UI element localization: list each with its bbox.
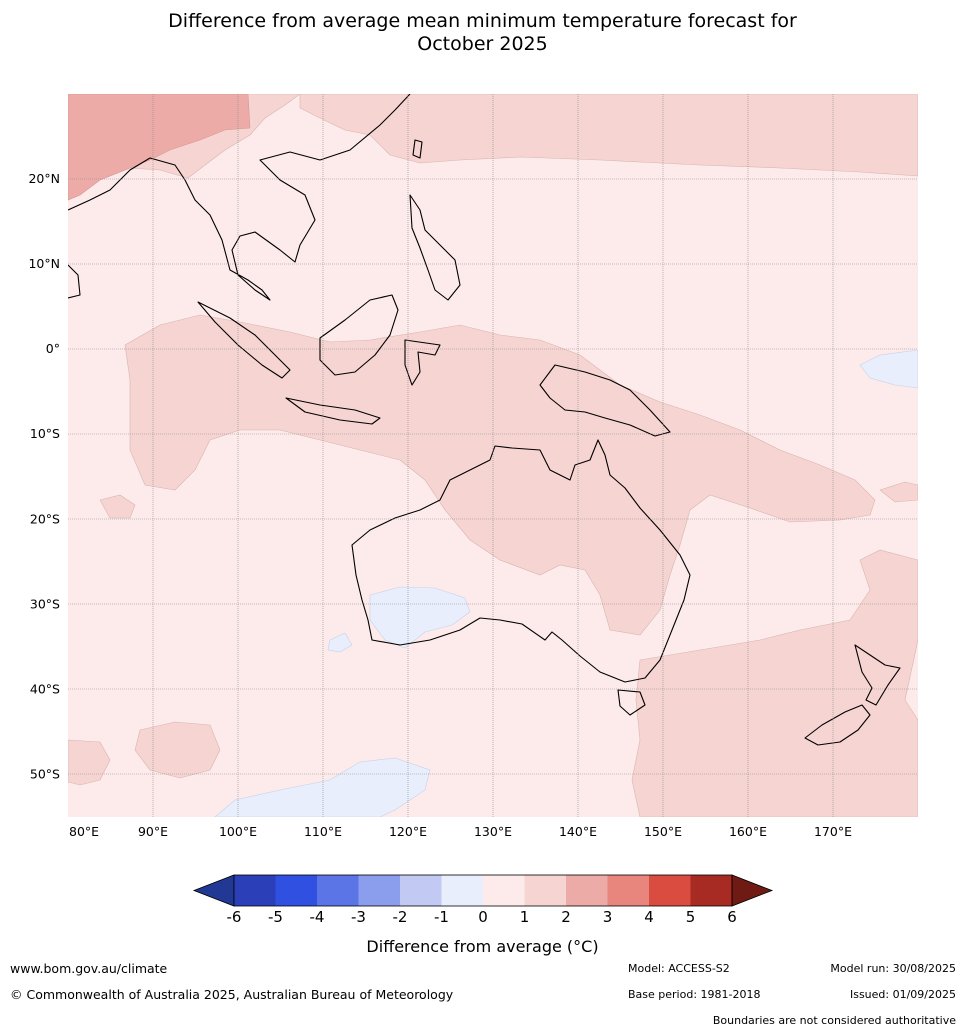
lat-tick-label: 50°S — [30, 766, 60, 781]
forecast-map: 20°N 10°N 0° 10°S 20°S 30°S 40°S 50°S 80°E 90°E 1… — [28, 94, 918, 839]
colorbar-tick-label: 1 — [520, 908, 530, 926]
anomaly-region-southeast — [631, 549, 918, 817]
colorbar-tick-label: 5 — [686, 908, 696, 926]
colorbar-tick-label: 2 — [561, 908, 571, 926]
tasmania-coast — [617, 689, 646, 716]
asia-mainland-coast — [68, 94, 411, 301]
colorbar-segment — [441, 875, 483, 906]
anomaly-region-pacific-blue — [859, 349, 918, 389]
lat-tick-label: 10°N — [28, 256, 60, 271]
colorbar-tick-label: 6 — [727, 908, 737, 926]
colorbar-tick-label: 3 — [603, 908, 613, 926]
lon-tick-label: 170°E — [814, 824, 852, 839]
issued-date: Issued: 01/09/2025 — [849, 988, 956, 1001]
boundary-disclaimer: Boundaries are not considered authoritat… — [712, 1014, 956, 1027]
lon-tick-label: 120°E — [389, 824, 427, 839]
base-period: Base period: 1981-2018 — [628, 988, 761, 1001]
lon-tick-label: 80°E — [69, 824, 99, 839]
lon-tick-label: 100°E — [219, 824, 257, 839]
colorbar-tick-label: -2 — [393, 908, 408, 926]
anomaly-region-indian-small — [99, 494, 136, 519]
colorbar-segment — [483, 875, 525, 906]
colorbar-segment — [524, 875, 566, 906]
lat-tick-label: 10°S — [30, 426, 60, 441]
title-line-1: Difference from average mean minimum tem… — [168, 10, 797, 32]
colorbar-segment — [566, 875, 608, 906]
australia-coast — [351, 439, 691, 683]
anomaly-region-southern-ocean — [214, 757, 431, 817]
colorbar-segment — [690, 875, 732, 906]
colorbar-extend-low — [192, 874, 235, 907]
sulawesi-coast — [404, 339, 441, 386]
lat-tick-label: 20°S — [30, 511, 60, 526]
lon-tick-label: 160°E — [729, 824, 767, 839]
lat-tick-label: 20°N — [28, 171, 60, 186]
colorbar-tick-label: -1 — [434, 908, 449, 926]
colorbar-tick-label: -6 — [227, 908, 242, 926]
borneo-coast — [319, 294, 399, 376]
lon-tick-label: 130°E — [474, 824, 512, 839]
anomaly-region-east-small — [879, 481, 918, 503]
map-title: Difference from average mean minimum tem… — [0, 10, 965, 56]
colorbar-segment — [234, 875, 276, 906]
anomaly-region-small-blue — [327, 632, 353, 653]
lon-tick-label: 110°E — [304, 824, 342, 839]
colorbar-tick-label: 0 — [478, 908, 488, 926]
java-coast — [285, 397, 381, 425]
copyright-text: © Commonwealth of Australia 2025, Austra… — [10, 987, 454, 1002]
new-zealand-north-coast — [854, 644, 901, 706]
anomaly-2-3-region — [68, 94, 251, 201]
colorbar: -6 -5 -4 -3 -2 -1 0 1 2 3 4 5 6 — [192, 874, 774, 926]
anomaly-region-north-pacific — [299, 94, 918, 177]
colorbar-extend-high — [731, 874, 774, 907]
coastlines — [68, 94, 901, 746]
colorbar-outline — [233, 874, 733, 907]
lon-tick-label: 90°E — [138, 824, 168, 839]
colorbar-tick-label: -3 — [351, 908, 366, 926]
lat-tick-label: 0° — [46, 341, 60, 356]
taiwan-coast — [412, 139, 423, 159]
website-link[interactable]: www.bom.gov.au/climate — [10, 961, 168, 976]
colorbar-label: Difference from average (°C) — [366, 937, 599, 956]
colorbar-tick-label: 4 — [644, 908, 654, 926]
india-coast-fragment — [68, 264, 81, 299]
latitude-labels: 20°N 10°N 0° 10°S 20°S 30°S 40°S 50°S — [28, 171, 60, 781]
lat-tick-label: 30°S — [30, 596, 60, 611]
new-guinea-coast — [539, 364, 671, 437]
sumatra-coast — [197, 301, 291, 379]
colorbar-segment — [275, 875, 317, 906]
philippines-coast — [409, 194, 461, 301]
anomaly-region-maritime-australia — [124, 314, 876, 636]
gridlines — [68, 94, 918, 817]
anomaly-negative-regions — [214, 349, 918, 817]
colorbar-segment — [317, 875, 359, 906]
model-run-date: Model run: 30/08/2025 — [830, 962, 956, 975]
model-name: Model: ACCESS-S2 — [628, 962, 730, 975]
lon-tick-label: 150°E — [644, 824, 682, 839]
title-line-2: October 2025 — [417, 33, 548, 55]
colorbar-segment — [649, 875, 691, 906]
anomaly-region-southern-indian — [134, 721, 221, 779]
colorbar-tick-label: -4 — [310, 908, 325, 926]
lon-tick-label: 140°E — [559, 824, 597, 839]
colorbar-segment — [400, 875, 442, 906]
colorbar-segment — [358, 875, 400, 906]
lat-tick-label: 40°S — [30, 681, 60, 696]
colorbar-segment — [607, 875, 649, 906]
longitude-labels: 80°E 90°E 100°E 110°E 120°E 130°E 140°E 150°E 16… — [69, 824, 852, 839]
new-zealand-south-coast — [804, 704, 871, 746]
anomaly-region-southwest-australia — [369, 586, 471, 649]
colorbar-tick-label: -5 — [268, 908, 283, 926]
